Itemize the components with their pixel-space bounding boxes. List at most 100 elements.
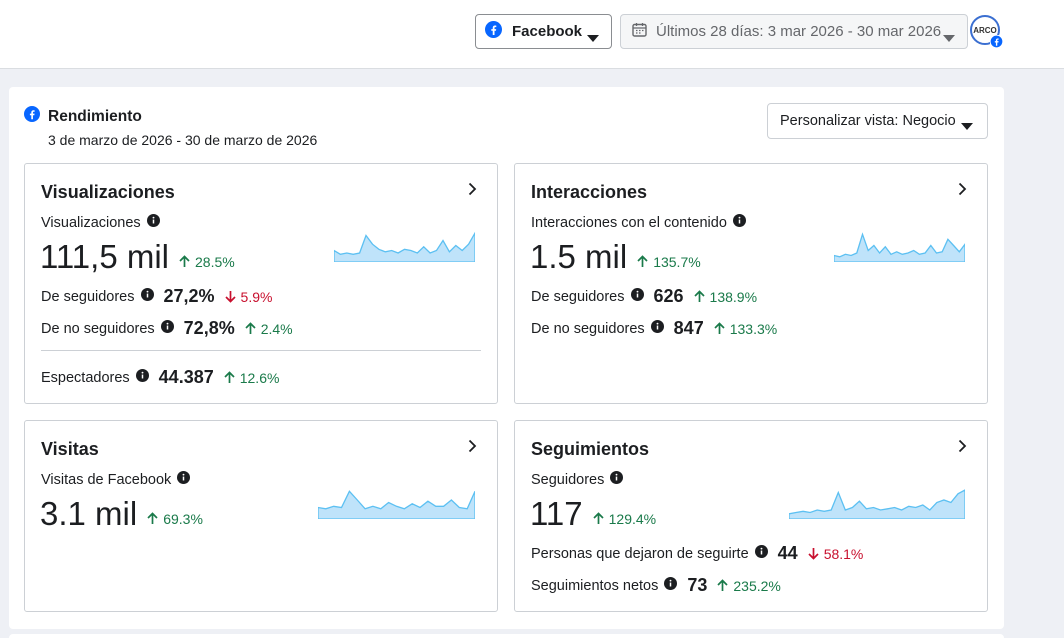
- info-icon[interactable]: [732, 214, 746, 231]
- followers-label: De seguidores: [531, 288, 625, 305]
- followers-label: De seguidores: [41, 288, 135, 305]
- interactions-card[interactable]: Interacciones Interacciones con el conte…: [514, 163, 988, 404]
- platform-dropdown[interactable]: Facebook: [475, 14, 612, 49]
- next-section-edge: [9, 634, 1004, 638]
- metric-label-text: Visitas de Facebook: [41, 471, 172, 488]
- net-follows-delta: 235.2%: [717, 577, 781, 594]
- metric-value: 111,5 mil: [40, 238, 170, 275]
- sparkline-area: [834, 232, 965, 262]
- info-icon[interactable]: [754, 545, 768, 562]
- sparkline-area: [318, 490, 475, 519]
- date-range-dropdown[interactable]: Últimos 28 días: 3 mar 2026 - 30 mar 202…: [620, 14, 968, 49]
- metric-value-row: 117 129.4%: [530, 497, 656, 530]
- visits-card[interactable]: Visitas Visitas de Facebook 3.1 mil 69.3…: [24, 420, 498, 612]
- nonfollowers-row: De no seguidores 72,8% 2.4%: [41, 318, 293, 339]
- metric-value: 1.5 mil: [530, 238, 628, 275]
- delta-text: 235.2%: [733, 577, 781, 594]
- nonfollowers-label: De no seguidores: [531, 320, 645, 337]
- caret-down-icon: [961, 118, 973, 134]
- followers-row: De seguidores 626 138.9%: [531, 286, 757, 307]
- unfollows-delta: 58.1%: [808, 545, 864, 562]
- chevron-right-icon[interactable]: [958, 439, 967, 458]
- sparkline-area: [334, 231, 475, 262]
- interactions-sparkline: [834, 232, 965, 262]
- caret-down-icon: [943, 29, 955, 46]
- customize-view-dropdown[interactable]: Personalizar vista: Negocio: [767, 103, 988, 139]
- metric-delta: 135.7%: [637, 255, 701, 269]
- top-bar: Facebook Últimos 28 días: 3 mar 2026 - 3…: [0, 0, 1064, 69]
- metric-value-row: 111,5 mil 28.5%: [40, 240, 235, 273]
- divider: [41, 350, 481, 351]
- chevron-right-icon[interactable]: [468, 182, 477, 201]
- facebook-badge-icon: [989, 34, 1004, 53]
- info-icon[interactable]: [610, 471, 624, 488]
- metric-value-row: 3.1 mil 69.3%: [40, 497, 203, 530]
- metric-label: Visitas de Facebook: [41, 471, 191, 488]
- section-date-range: 3 de marzo de 2026 - 30 de marzo de 2026: [48, 132, 318, 148]
- delta-text: 5.9%: [240, 288, 273, 305]
- follows-card[interactable]: Seguimientos Seguidores 117 129.4% Perso…: [514, 420, 988, 612]
- nonfollowers-label: De no seguidores: [41, 320, 155, 337]
- nonfollowers-value: 72,8%: [183, 318, 235, 338]
- followers-value: 27,2%: [163, 286, 215, 306]
- delta-text: 69.3%: [163, 510, 203, 527]
- info-icon[interactable]: [664, 577, 678, 594]
- net-follows-row: Seguimientos netos 73 235.2%: [531, 575, 781, 596]
- nonfollowers-value: 847: [673, 318, 704, 338]
- performance-panel: Rendimiento 3 de marzo de 2026 - 30 de m…: [9, 87, 1004, 629]
- nonfollowers-delta: 133.3%: [714, 321, 777, 337]
- viewers-delta: 12.6%: [224, 370, 279, 386]
- followers-delta: 5.9%: [224, 288, 273, 305]
- info-icon[interactable]: [650, 320, 664, 337]
- followers-row: De seguidores 27,2% 5.9%: [41, 286, 272, 307]
- views-card[interactable]: Visualizaciones Visualizaciones 111,5 mi…: [24, 163, 498, 404]
- nonfollowers-row: De no seguidores 847 133.3%: [531, 318, 777, 339]
- caret-down-icon: [587, 29, 599, 46]
- metric-label-text: Visualizaciones: [41, 214, 141, 231]
- metric-delta: 129.4%: [593, 512, 656, 526]
- net-follows-value: 73: [687, 575, 708, 595]
- followers-delta: 138.9%: [693, 289, 757, 305]
- info-icon[interactable]: [630, 288, 644, 305]
- metric-label: Seguidores: [531, 471, 624, 488]
- metric-label: Interacciones con el contenido: [531, 214, 746, 231]
- unfollows-value: 44: [777, 543, 798, 563]
- delta-text: 28.5%: [195, 253, 235, 270]
- metric-value: 117: [530, 495, 583, 532]
- platform-label: Facebook: [512, 23, 583, 40]
- date-range-label: Últimos 28 días: 3 mar 2026 - 30 mar 202…: [656, 23, 942, 40]
- delta-text: 133.3%: [729, 320, 778, 337]
- card-title: Visitas: [41, 439, 99, 459]
- customize-view-label: Personalizar vista: Negocio: [780, 113, 956, 129]
- chevron-right-icon[interactable]: [468, 439, 477, 458]
- followers-value: 626: [653, 286, 684, 306]
- visits-sparkline: [318, 490, 475, 519]
- sparkline-area: [789, 489, 965, 519]
- info-icon[interactable]: [160, 320, 174, 337]
- viewers-label: Espectadores: [41, 369, 130, 386]
- section-header: Rendimiento 3 de marzo de 2026 - 30 de m…: [24, 106, 317, 148]
- card-title: Interacciones: [531, 182, 648, 202]
- viewers-value: 44.387: [158, 367, 214, 387]
- info-icon[interactable]: [135, 369, 149, 386]
- card-title: Visualizaciones: [41, 182, 175, 202]
- views-sparkline: [334, 231, 475, 262]
- delta-text: 58.1%: [823, 545, 864, 562]
- metric-label-text: Interacciones con el contenido: [531, 214, 727, 231]
- viewers-row: Espectadores 44.387 12.6%: [41, 367, 279, 388]
- info-icon[interactable]: [140, 288, 154, 305]
- section-title: Rendimiento: [48, 107, 142, 125]
- facebook-icon: [24, 106, 40, 127]
- unfollows-row: Personas que dejaron de seguirte 44 58.1…: [531, 543, 863, 564]
- account-avatar[interactable]: ARCO: [970, 15, 1004, 49]
- delta-text: 2.4%: [260, 320, 293, 337]
- card-title: Seguimientos: [531, 439, 650, 459]
- follows-sparkline: [789, 489, 965, 519]
- chevron-right-icon[interactable]: [958, 182, 967, 201]
- info-icon[interactable]: [146, 214, 160, 231]
- unfollows-label: Personas que dejaron de seguirte: [531, 545, 749, 562]
- info-icon[interactable]: [177, 471, 191, 488]
- metric-label-text: Seguidores: [531, 471, 605, 488]
- net-follows-label: Seguimientos netos: [531, 577, 659, 594]
- nonfollowers-delta: 2.4%: [245, 321, 293, 337]
